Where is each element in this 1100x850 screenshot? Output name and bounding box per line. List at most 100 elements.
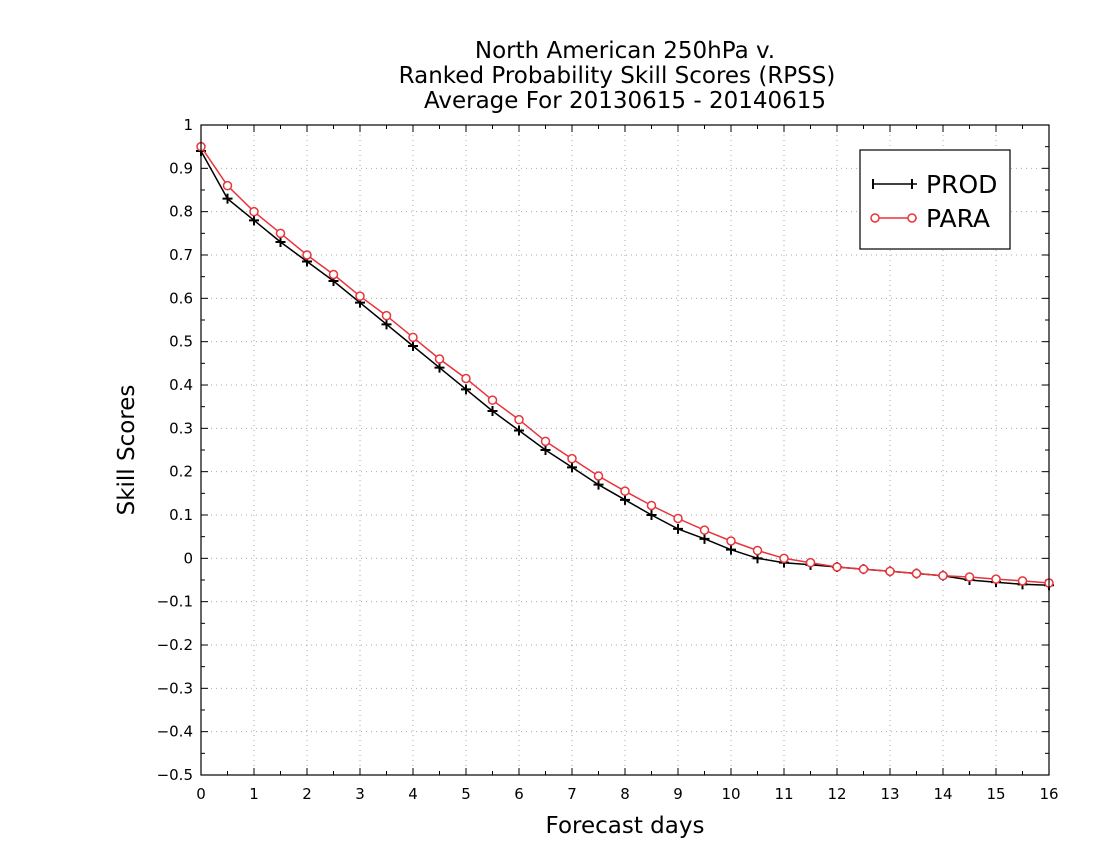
data-point-para: [302, 250, 312, 260]
x-tick-label: 5: [461, 785, 471, 803]
y-tick-label: 0.8: [169, 203, 193, 221]
data-point-para: [328, 269, 339, 280]
data-point-para: [540, 436, 551, 447]
x-tick-label: 12: [827, 785, 846, 803]
x-tick-label: 11: [774, 785, 793, 803]
x-tick-label: 16: [1039, 785, 1058, 803]
y-tick-label: 0.6: [169, 289, 193, 307]
x-tick-label: 8: [620, 785, 630, 803]
data-point-para: [434, 354, 445, 364]
data-point-prod: [673, 523, 683, 534]
y-tick-label: 0.5: [169, 333, 193, 351]
data-point-prod: [593, 479, 604, 490]
data-point-para: [275, 228, 286, 239]
x-tick-label: 7: [567, 785, 577, 803]
data-point-para: [911, 568, 922, 579]
data-point-prod: [514, 425, 524, 436]
legend: PROD PARA: [859, 149, 1011, 250]
data-point-para: [858, 564, 869, 574]
data-point-prod: [726, 544, 736, 555]
data-point-prod: [646, 510, 657, 520]
data-point-prod: [222, 193, 233, 204]
x-tick-label: 6: [514, 785, 524, 803]
y-tick-label: −0.4: [157, 723, 193, 741]
data-point-para: [885, 566, 895, 577]
grid-lines: [201, 125, 1049, 775]
legend-circle-icon: [870, 213, 880, 223]
data-point-para: [408, 332, 418, 343]
data-point-prod: [408, 341, 418, 351]
data-point-prod: [567, 462, 577, 473]
series-layer: [196, 141, 1054, 591]
x-tick-label: 10: [721, 785, 740, 803]
data-point-prod: [249, 215, 259, 226]
data-point-para: [964, 572, 975, 582]
data-point-prod: [620, 494, 630, 505]
y-tick-label: −0.1: [157, 593, 193, 611]
data-point-para: [593, 471, 604, 481]
y-tick-label: 0.7: [169, 246, 193, 264]
data-point-prod: [381, 319, 392, 330]
x-tick-label: 3: [355, 785, 365, 803]
x-tick-label: 4: [408, 785, 418, 803]
legend-entry-para: PARA: [870, 204, 990, 233]
data-point-para: [461, 373, 471, 384]
x-tick-label: 0: [196, 785, 206, 803]
y-tick-label: 0.1: [169, 506, 193, 524]
data-point-para: [779, 553, 789, 564]
legend-plus-icon: [872, 179, 913, 189]
data-point-prod: [487, 406, 498, 416]
title-line-1: North American 250hPa v.: [475, 38, 775, 64]
legend-circle-icon: [907, 213, 917, 223]
x-tick-label: 9: [673, 785, 683, 803]
data-point-para: [832, 562, 842, 572]
y-tick-label: 1: [183, 116, 193, 134]
data-point-para: [487, 395, 498, 405]
data-point-para: [805, 557, 816, 568]
y-tick-label: −0.2: [157, 636, 193, 654]
chart-title: North American 250hPa v. Ranked Probabil…: [399, 38, 836, 114]
legend-label-para: PARA: [926, 204, 990, 233]
data-point-para: [752, 545, 763, 556]
x-tick-label: 2: [302, 785, 312, 803]
data-point-para: [699, 525, 710, 535]
title-line-2: Ranked Probability Skill Scores (RPSS): [399, 63, 836, 89]
y-tick-label: 0.4: [169, 376, 193, 394]
series-para: [196, 141, 1054, 588]
data-point-para: [938, 570, 948, 581]
data-point-para: [355, 291, 365, 301]
data-point-prod: [461, 384, 471, 395]
data-point-para: [646, 500, 657, 511]
title-line-3: Average For 20130615 - 20140615: [424, 88, 826, 114]
data-point-para: [1017, 576, 1028, 586]
data-point-para: [726, 536, 736, 546]
y-tick-label: 0.3: [169, 419, 193, 437]
data-point-para: [620, 486, 630, 496]
y-tick-label: 0: [183, 549, 193, 567]
x-tick-label: 15: [986, 785, 1005, 803]
data-point-prod: [275, 237, 286, 247]
x-axis-label: Forecast days: [546, 813, 705, 839]
x-tick-label: 1: [249, 785, 259, 803]
legend-entry-prod: PROD: [872, 170, 997, 199]
legend-box: [859, 149, 1011, 250]
data-point-prod: [434, 362, 445, 373]
data-point-para: [381, 310, 392, 321]
data-point-para: [249, 206, 259, 217]
x-tick-label: 13: [880, 785, 899, 803]
data-point-prod: [540, 445, 551, 455]
legend-label-prod: PROD: [926, 170, 997, 199]
data-point-para: [514, 414, 524, 425]
axis-ticks: 0 1 2 3 4 5 6 7 8 9 10 11 12 13 14 15 16−0.5−0.4−0.3−0.2…: [157, 116, 1059, 803]
data-point-prod: [699, 533, 710, 544]
y-axis-label: Skill Scores: [114, 385, 140, 516]
y-tick-label: 0.9: [169, 159, 193, 177]
plot-frame: [200, 124, 1050, 776]
data-point-para: [222, 180, 233, 191]
x-tick-label: 14: [933, 785, 952, 803]
y-tick-label: −0.3: [157, 679, 193, 697]
data-point-para: [567, 453, 577, 464]
data-point-para: [673, 513, 683, 524]
y-tick-label: 0.2: [169, 463, 193, 481]
